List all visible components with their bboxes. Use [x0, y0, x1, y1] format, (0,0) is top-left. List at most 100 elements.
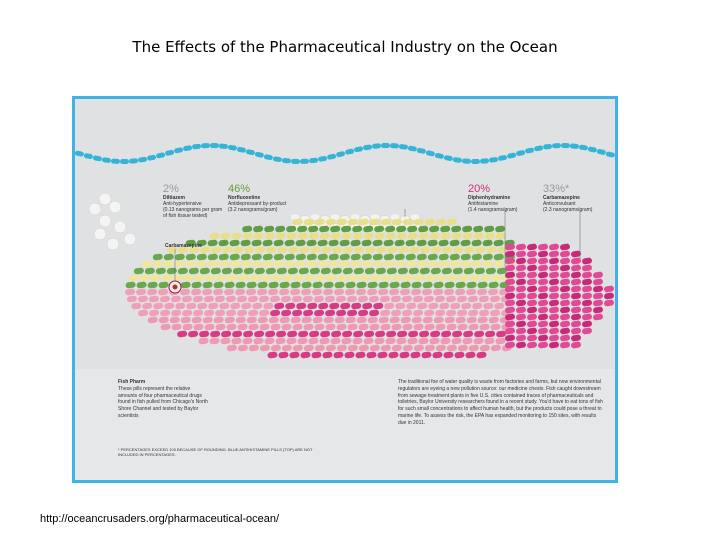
pill [246, 288, 257, 296]
pill [128, 274, 139, 282]
pill [229, 253, 240, 261]
pill [516, 257, 526, 265]
pill [446, 344, 457, 352]
pill [139, 274, 150, 282]
pill [466, 281, 477, 289]
pill [237, 344, 248, 352]
pill [457, 344, 468, 352]
pill [270, 323, 281, 331]
pill [312, 281, 323, 289]
pill [244, 246, 255, 254]
pill [213, 281, 224, 289]
pill [571, 278, 581, 286]
pill [438, 239, 449, 247]
pill [92, 155, 102, 162]
pill [264, 337, 275, 345]
pill [427, 239, 438, 247]
pill [216, 274, 227, 282]
body-text: The traditional foe of water quality is … [398, 379, 603, 426]
pill [493, 260, 504, 268]
pill [137, 295, 148, 303]
pill [330, 225, 341, 233]
pill [189, 246, 200, 254]
pill [516, 299, 526, 307]
pill [571, 306, 581, 314]
pill [312, 316, 323, 324]
pill [446, 323, 457, 331]
pill [549, 264, 559, 272]
pill [202, 281, 213, 289]
pill [480, 158, 490, 164]
pill [356, 281, 367, 289]
pill [254, 330, 265, 338]
pill [148, 295, 159, 303]
pill [363, 337, 374, 345]
pill [450, 302, 461, 310]
pill [286, 337, 297, 345]
head-label: Carbamazepine [165, 243, 202, 249]
pill [560, 278, 570, 286]
pill [317, 253, 328, 261]
pill [466, 288, 477, 296]
pill [488, 316, 499, 324]
pill [549, 285, 559, 293]
pill [560, 285, 570, 293]
pill [194, 274, 205, 282]
pill [309, 157, 319, 164]
text-panel [75, 369, 615, 480]
pill [538, 327, 548, 335]
pill [351, 302, 362, 310]
pill [295, 253, 306, 261]
pill [196, 239, 207, 247]
pill [538, 278, 548, 286]
pill [306, 239, 317, 247]
drug-use: Anti-hypertensive [163, 201, 202, 207]
pill [345, 148, 355, 155]
pill [314, 323, 325, 331]
pill [298, 330, 309, 338]
pill [569, 143, 579, 149]
pill [336, 218, 347, 226]
pill [285, 302, 296, 310]
pill [406, 302, 417, 310]
pill [310, 246, 321, 254]
pill [136, 281, 147, 289]
pill [271, 274, 282, 282]
pill [299, 246, 310, 254]
pill [110, 158, 120, 164]
pill [263, 302, 274, 310]
pill [549, 250, 559, 258]
pill [242, 225, 253, 233]
pill [325, 218, 336, 226]
pill [303, 323, 314, 331]
pill [380, 344, 391, 352]
pill [372, 253, 383, 261]
pill [429, 232, 440, 240]
drug-use: Antidepressant by-product [228, 201, 287, 207]
pill [484, 337, 495, 345]
pill [549, 271, 559, 279]
pill [258, 295, 269, 303]
pill [449, 260, 460, 268]
pill [463, 330, 474, 338]
pill [192, 295, 203, 303]
pill [193, 323, 204, 331]
pill [582, 299, 592, 307]
pill [440, 337, 451, 345]
drug-use: Anticonvulsant [543, 201, 576, 207]
pill [339, 253, 350, 261]
pill [391, 218, 402, 226]
pill [325, 323, 336, 331]
pill [340, 302, 351, 310]
pill [241, 302, 252, 310]
pill [538, 271, 548, 279]
pill [412, 295, 423, 303]
pill [331, 267, 342, 275]
pill [571, 271, 581, 279]
pill [286, 225, 297, 233]
pill [330, 232, 341, 240]
pill [527, 334, 537, 342]
pill [490, 344, 501, 352]
pill [505, 327, 515, 335]
pill [172, 274, 183, 282]
